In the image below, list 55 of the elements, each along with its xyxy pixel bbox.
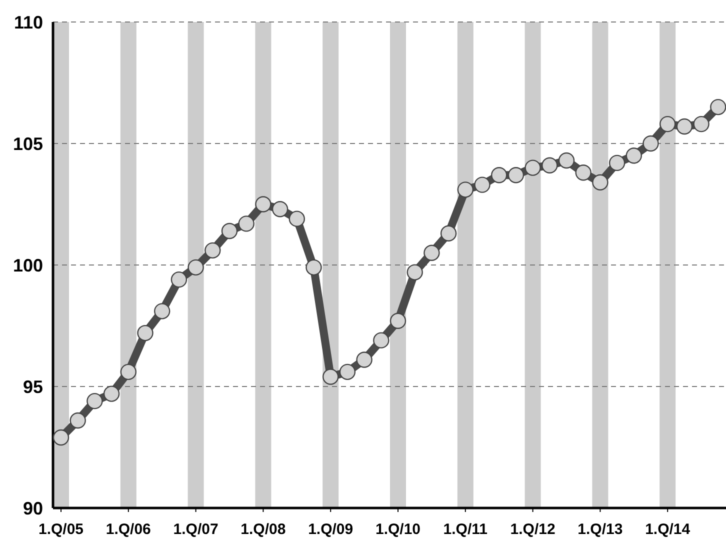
y-tick-label: 90 bbox=[22, 498, 43, 518]
point bbox=[608, 154, 626, 172]
x-tick-label: 1.Q/11 bbox=[443, 521, 488, 538]
x-tick-label: 1.Q/08 bbox=[240, 521, 286, 538]
x-tick-label: 1.Q/13 bbox=[578, 521, 623, 538]
y-tick-label: 110 bbox=[14, 12, 43, 32]
point bbox=[137, 324, 154, 342]
point bbox=[660, 116, 676, 132]
point bbox=[457, 182, 474, 198]
point bbox=[626, 148, 642, 164]
point bbox=[170, 271, 188, 288]
x-tick-label: 1.Q/12 bbox=[510, 521, 556, 538]
point bbox=[356, 352, 372, 368]
point bbox=[52, 429, 70, 446]
point bbox=[204, 242, 221, 259]
point bbox=[676, 118, 693, 135]
x-tick-label: 1.Q/05 bbox=[38, 521, 84, 538]
point bbox=[154, 303, 170, 320]
x-tick-label: 1.Q/07 bbox=[173, 521, 218, 538]
point bbox=[306, 259, 322, 276]
point bbox=[272, 201, 288, 218]
point bbox=[642, 135, 659, 152]
point bbox=[221, 222, 238, 240]
point bbox=[542, 157, 558, 174]
point bbox=[424, 244, 440, 261]
point bbox=[86, 392, 103, 410]
point bbox=[238, 216, 254, 232]
y-tick-label: 100 bbox=[12, 255, 43, 276]
point bbox=[390, 312, 406, 329]
point bbox=[120, 364, 136, 380]
point bbox=[288, 210, 305, 227]
x-tick-label: 1.Q/06 bbox=[106, 521, 151, 538]
x-tick-label: 1.Q/09 bbox=[308, 521, 354, 538]
point bbox=[255, 196, 272, 212]
point bbox=[339, 364, 356, 380]
point bbox=[103, 386, 120, 402]
x-tick-label: 1.Q/14 bbox=[645, 521, 691, 538]
point bbox=[406, 264, 423, 280]
point bbox=[440, 225, 457, 242]
x-tick-label: 1.Q/10 bbox=[375, 521, 421, 538]
point bbox=[188, 259, 204, 276]
point bbox=[592, 174, 608, 190]
point bbox=[322, 368, 339, 385]
point bbox=[524, 160, 541, 176]
point bbox=[373, 332, 390, 348]
point bbox=[508, 166, 524, 184]
point bbox=[70, 412, 86, 429]
point bbox=[558, 152, 575, 169]
y-tick-label: 105 bbox=[12, 134, 43, 154]
point bbox=[710, 98, 726, 116]
point bbox=[491, 166, 508, 184]
point bbox=[693, 116, 710, 132]
y-tick-label: 95 bbox=[22, 376, 43, 397]
point bbox=[474, 176, 490, 193]
point bbox=[575, 164, 592, 181]
